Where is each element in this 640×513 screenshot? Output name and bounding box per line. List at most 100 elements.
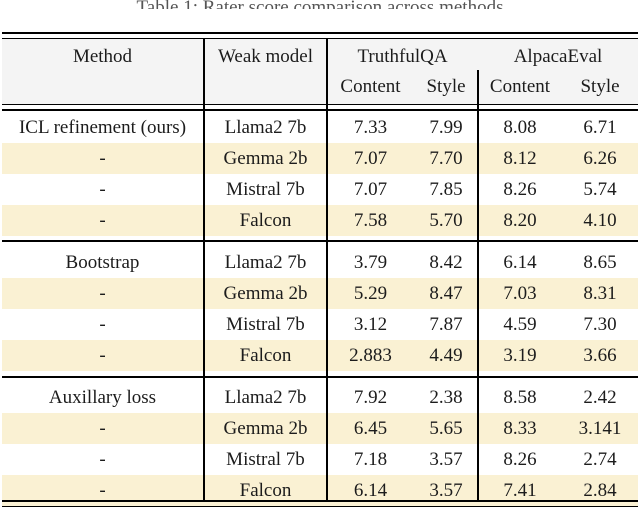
value-cell: 6.14 <box>353 480 388 501</box>
weak-model-cell: Mistral 7b <box>226 314 305 335</box>
header-row-groups: Method Weak model TruthfulQA AlpacaEval <box>2 39 638 72</box>
value-cell: 3.57 <box>429 449 463 470</box>
value-cell: 8.33 <box>503 418 537 439</box>
value-cell: 5.29 <box>353 283 388 304</box>
method-cell: - <box>99 210 106 231</box>
table-header: Method Weak model TruthfulQA AlpacaEval … <box>2 39 638 104</box>
method-cell: - <box>99 449 106 470</box>
header-method: Method <box>72 46 133 67</box>
value-cell: 3.57 <box>429 480 463 501</box>
table-row: - Falcon 2.883 4.49 3.19 3.66 <box>2 340 638 371</box>
value-cell: 7.18 <box>353 449 388 470</box>
weak-model-cell: Gemma 2b <box>223 418 308 439</box>
weak-model-cell: Gemma 2b <box>223 283 308 304</box>
value-cell: 7.03 <box>503 283 537 304</box>
value-cell: 7.58 <box>353 210 388 231</box>
table-caption-clipped: Table 1: Rater score comparison across m… <box>0 0 640 9</box>
value-cell: 7.92 <box>353 387 388 408</box>
method-cell: - <box>99 283 106 304</box>
weak-model-cell: Falcon <box>239 210 292 231</box>
method-cell: Auxillary loss <box>48 387 157 408</box>
value-cell: 5.65 <box>429 418 463 439</box>
value-cell: 2.74 <box>583 449 617 470</box>
value-cell: 7.87 <box>429 314 463 335</box>
value-cell: 5.70 <box>429 210 463 231</box>
table-row: - Gemma 2b 7.07 7.70 8.12 6.26 <box>2 143 638 174</box>
header-group-truthfulqa: TruthfulQA <box>357 46 448 67</box>
weak-model-cell: Falcon <box>239 345 292 366</box>
value-cell: 8.47 <box>429 283 463 304</box>
value-cell: 3.12 <box>353 314 388 335</box>
value-cell: 5.74 <box>583 179 617 200</box>
value-cell: 7.07 <box>353 179 388 200</box>
table-row: Auxillary loss Llama2 7b 7.92 2.38 8.58 … <box>2 382 638 413</box>
value-cell: 8.31 <box>583 283 617 304</box>
table-row: - Gemma 2b 5.29 8.47 7.03 8.31 <box>2 278 638 309</box>
value-cell: 7.33 <box>353 117 388 138</box>
value-cell: 4.10 <box>583 210 617 231</box>
table-row: - Mistral 7b 3.12 7.87 4.59 7.30 <box>2 309 638 340</box>
value-cell: 8.65 <box>583 252 617 273</box>
value-cell: 4.59 <box>503 314 537 335</box>
value-cell: 7.30 <box>583 314 617 335</box>
block-separator-rule <box>2 240 638 242</box>
header-bottom-double-rule <box>2 104 638 111</box>
value-cell: 3.141 <box>578 418 622 439</box>
method-cell: - <box>99 418 106 439</box>
method-cell: - <box>99 480 106 501</box>
value-cell: 7.07 <box>353 148 388 169</box>
value-cell: 7.99 <box>429 117 463 138</box>
value-cell: 7.41 <box>503 480 537 501</box>
method-cell: - <box>99 314 106 335</box>
table-caption-text: Table 1: Rater score comparison across m… <box>137 0 504 9</box>
value-cell: 8.42 <box>429 252 463 273</box>
column-divider <box>326 39 328 500</box>
value-cell: 4.49 <box>429 345 463 366</box>
header-subcol-content-2: Content <box>489 76 551 97</box>
value-cell: 2.42 <box>583 387 617 408</box>
value-cell: 6.14 <box>503 252 537 273</box>
header-subcol-style-1: Style <box>426 76 466 97</box>
table-row: - Gemma 2b 6.45 5.65 8.33 3.141 <box>2 413 638 444</box>
block-separator-rule <box>2 376 638 378</box>
method-cell: ICL refinement (ours) <box>18 117 187 138</box>
table-row: - Falcon 7.58 5.70 8.20 4.10 <box>2 205 638 236</box>
header-subcol-style-2: Style <box>580 76 620 97</box>
value-cell: 2.883 <box>349 345 392 366</box>
top-double-rule <box>2 32 638 39</box>
table-row: - Mistral 7b 7.18 3.57 8.26 2.74 <box>2 444 638 475</box>
method-cell: - <box>99 345 106 366</box>
value-cell: 2.84 <box>583 480 617 501</box>
value-cell: 8.12 <box>503 148 537 169</box>
value-cell: 6.45 <box>353 418 388 439</box>
weak-model-cell: Llama2 7b <box>224 387 307 408</box>
weak-model-cell: Mistral 7b <box>226 449 305 470</box>
value-cell: 7.85 <box>429 179 463 200</box>
column-divider <box>477 70 479 500</box>
weak-model-cell: Mistral 7b <box>226 179 305 200</box>
value-cell: 3.19 <box>503 345 537 366</box>
weak-model-cell: Llama2 7b <box>224 252 307 273</box>
table-row: Bootstrap Llama2 7b 3.79 8.42 6.14 8.65 <box>2 247 638 278</box>
value-cell: 8.58 <box>503 387 537 408</box>
value-cell: 6.26 <box>583 148 617 169</box>
value-cell: 8.20 <box>503 210 537 231</box>
column-divider <box>203 39 205 500</box>
header-row-subcols: Content Style Content Style <box>2 72 638 104</box>
value-cell: 7.70 <box>429 148 463 169</box>
value-cell: 2.38 <box>429 387 463 408</box>
weak-model-cell: Gemma 2b <box>223 148 308 169</box>
header-subcol-content-1: Content <box>340 76 401 97</box>
value-cell: 3.79 <box>353 252 388 273</box>
table-row: ICL refinement (ours) Llama2 7b 7.33 7.9… <box>2 112 638 143</box>
value-cell: 8.26 <box>503 449 537 470</box>
value-cell: 8.26 <box>503 179 537 200</box>
weak-model-cell: Llama2 7b <box>224 117 307 138</box>
header-group-alpacaeval: AlpacaEval <box>513 46 603 67</box>
bottom-double-rule <box>2 500 638 507</box>
value-cell: 8.08 <box>503 117 537 138</box>
method-cell: - <box>99 179 106 200</box>
method-cell: Bootstrap <box>65 252 140 273</box>
value-cell: 3.66 <box>583 345 617 366</box>
